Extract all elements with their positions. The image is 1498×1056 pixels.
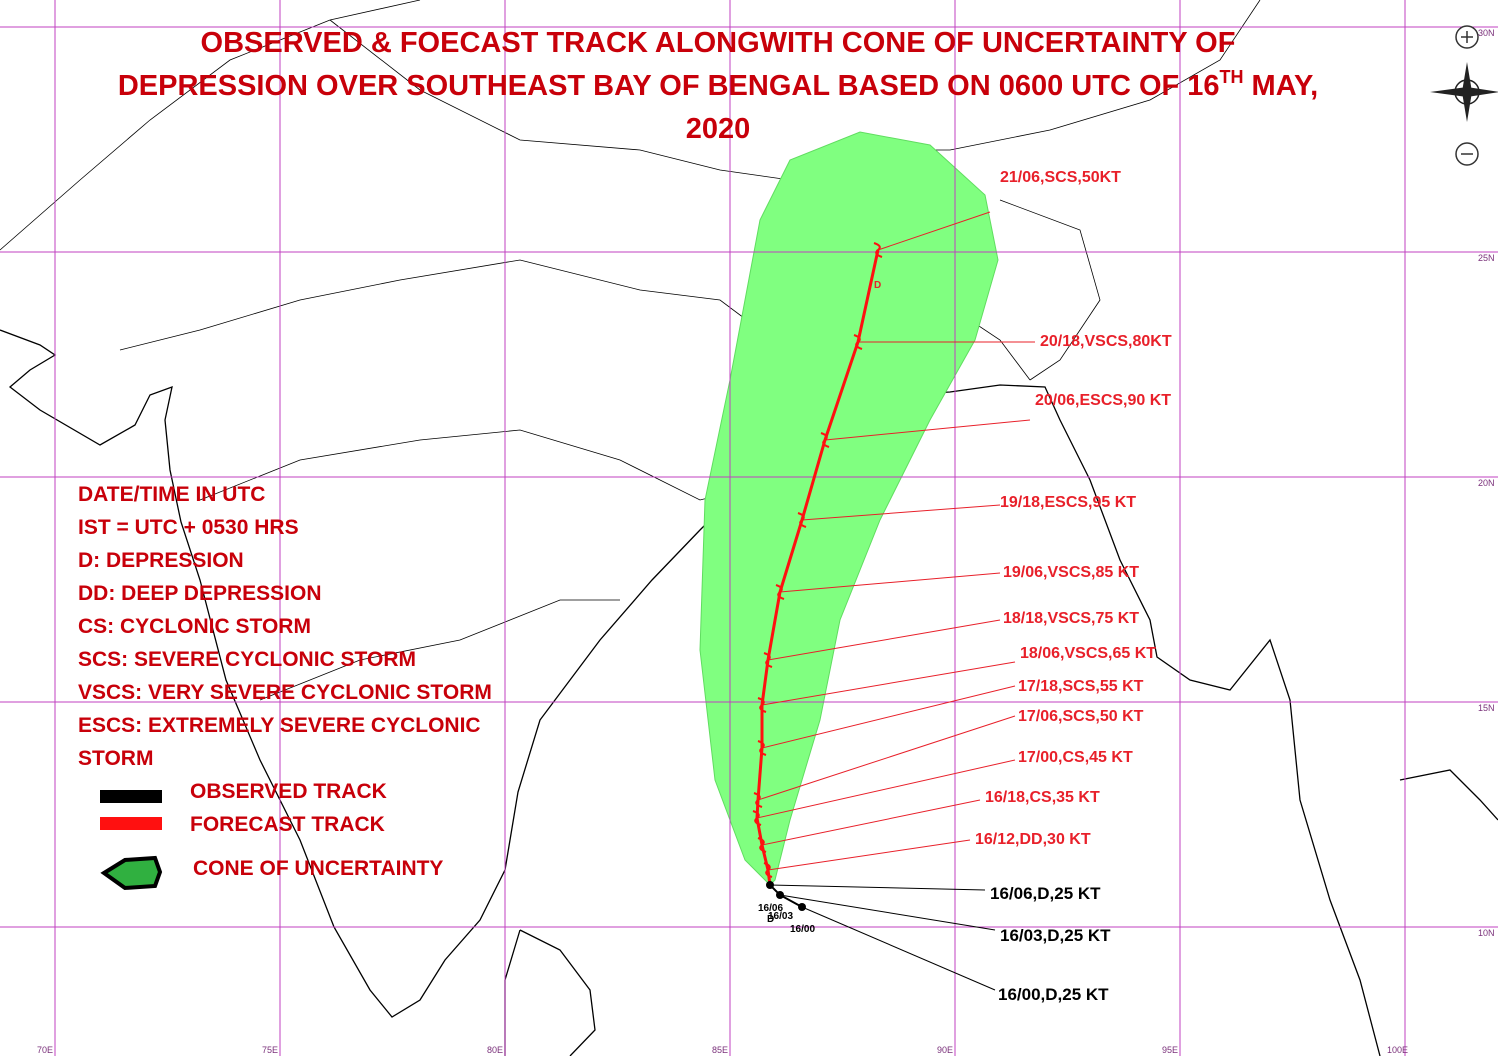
storm-symbol xyxy=(873,242,883,258)
forecast-label: 17/06,SCS,50 KT xyxy=(1018,708,1144,725)
storm-symbol xyxy=(820,432,830,448)
storm-symbol xyxy=(757,697,767,713)
coastline-east xyxy=(1399,769,1498,821)
leader-line xyxy=(761,661,1016,706)
title-line: 2020 xyxy=(686,113,751,145)
cone-of-uncertainty xyxy=(699,131,999,886)
lon-label: 95E xyxy=(1162,1045,1178,1055)
storm-symbol xyxy=(763,862,773,878)
storm-symbol xyxy=(797,512,807,528)
compass-ring xyxy=(1454,79,1480,105)
forecast-label: 17/18,SCS,55 KT xyxy=(1018,678,1144,695)
point-label: D xyxy=(874,280,881,291)
lat-label: 30N xyxy=(1478,28,1495,38)
observed-swatch xyxy=(100,790,162,803)
leader-line xyxy=(801,906,996,991)
observed-point xyxy=(776,891,784,899)
legend-label: OBSERVED TRACK xyxy=(190,780,387,803)
forecast-swatch xyxy=(100,817,162,830)
title-text: DEPRESSION OVER SOUTHEAST BAY OF BENGAL … xyxy=(118,70,1220,102)
legend-note: CS: CYCLONIC STORM xyxy=(78,615,311,638)
legend-note: DATE/TIME IN UTC xyxy=(78,483,265,506)
legend-note: VSCS: VERY SEVERE CYCLONIC STORM xyxy=(78,681,492,704)
lat-label: 10N xyxy=(1478,928,1495,938)
forecast-label: 21/06,SCS,50KT xyxy=(1000,169,1121,186)
leader-line xyxy=(756,759,1016,819)
compass[interactable] xyxy=(1430,62,1498,122)
coastline xyxy=(0,329,1381,1056)
title-text: MAY, xyxy=(1252,70,1319,102)
observed-point xyxy=(766,881,774,889)
leader-line xyxy=(801,504,1001,521)
legend-label: CONE OF UNCERTAINTY xyxy=(193,857,443,880)
storm-symbol xyxy=(853,334,863,350)
lat-label: 20N xyxy=(1478,478,1495,488)
lat-label: 25N xyxy=(1478,253,1495,263)
leader-line xyxy=(877,211,991,251)
storm-symbol xyxy=(757,837,767,853)
point-label: D xyxy=(767,914,774,925)
forecast-label: 18/06,VSCS,65 KT xyxy=(1020,645,1156,662)
forecast-label: 16/18,CS,35 KT xyxy=(985,789,1100,806)
title-sup: TH xyxy=(1220,67,1244,87)
lat-label: 15N xyxy=(1478,703,1495,713)
forecast-label: 20/06,ESCS,90 KT xyxy=(1035,392,1171,409)
point-label: 16/03 xyxy=(768,911,793,922)
leader-line xyxy=(761,685,1016,749)
cone-swatch xyxy=(100,855,163,891)
lon-label: 85E xyxy=(712,1045,728,1055)
forecast-label: 19/06,VSCS,85 KT xyxy=(1003,564,1139,581)
storm-symbol xyxy=(752,810,762,826)
observed-point xyxy=(798,903,806,911)
forecast-label: 19/18,ESCS,95 KT xyxy=(1000,494,1136,511)
lon-label: 80E xyxy=(487,1045,503,1055)
track xyxy=(752,211,1035,991)
legend-note: STORM xyxy=(78,747,153,770)
legend-label: FORECAST TRACK xyxy=(190,813,385,836)
texts: OBSERVED & FOECAST TRACK ALONGWITH CONE … xyxy=(78,27,1318,1004)
legend xyxy=(100,790,163,891)
legend-note: IST = UTC + 0530 HRS xyxy=(78,516,299,539)
storm-symbol xyxy=(753,792,763,808)
leader-line xyxy=(757,715,1016,801)
lon-label: 75E xyxy=(262,1045,278,1055)
title-line: DEPRESSION OVER SOUTHEAST BAY OF BENGAL … xyxy=(118,67,1318,102)
observed-label: 16/06,D,25 KT xyxy=(990,884,1101,903)
legend-note: ESCS: EXTREMELY SEVERE CYCLONIC xyxy=(78,714,481,737)
point-label: 16/06 xyxy=(758,903,783,914)
legend-note: D: DEPRESSION xyxy=(78,549,244,572)
observed-label: 16/00,D,25 KT xyxy=(998,985,1109,1004)
forecast-label: 17/00,CS,45 KT xyxy=(1018,749,1133,766)
leader-line xyxy=(779,894,996,931)
leader-line xyxy=(761,799,981,846)
lon-label: 70E xyxy=(37,1045,53,1055)
map-controls xyxy=(1430,25,1498,166)
leader-line xyxy=(767,839,971,871)
leader-line xyxy=(779,572,1001,593)
title-line: OBSERVED & FOECAST TRACK ALONGWITH CONE … xyxy=(201,27,1236,59)
leader-line xyxy=(824,419,1031,441)
forecast-label: 18/18,VSCS,75 KT xyxy=(1003,610,1139,627)
point-label: 16/00 xyxy=(790,924,815,935)
lon-label: 90E xyxy=(937,1045,953,1055)
forecast-label: 16/12,DD,30 KT xyxy=(975,831,1091,848)
legend-note: DD: DEEP DEPRESSION xyxy=(78,582,322,605)
leader-line xyxy=(767,619,1001,661)
lon-label: 100E xyxy=(1387,1045,1408,1055)
observed-label: 16/03,D,25 KT xyxy=(1000,926,1111,945)
leader-line xyxy=(769,884,986,891)
storm-symbol xyxy=(775,584,785,600)
zoom-in-icon xyxy=(1461,31,1473,43)
legend-note: SCS: SEVERE CYCLONIC STORM xyxy=(78,648,416,671)
storm-symbol xyxy=(757,740,767,756)
storm-symbol xyxy=(763,652,773,668)
forecast-label: 20/18,VSCS,80KT xyxy=(1040,333,1172,350)
